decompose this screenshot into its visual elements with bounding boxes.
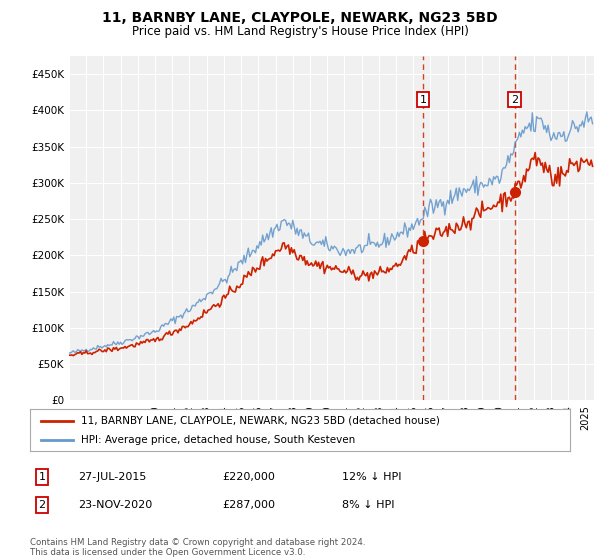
Text: 23-NOV-2020: 23-NOV-2020 <box>78 500 152 510</box>
Text: Price paid vs. HM Land Registry's House Price Index (HPI): Price paid vs. HM Land Registry's House … <box>131 25 469 38</box>
Text: 11, BARNBY LANE, CLAYPOLE, NEWARK, NG23 5BD (detached house): 11, BARNBY LANE, CLAYPOLE, NEWARK, NG23 … <box>82 416 440 426</box>
Text: HPI: Average price, detached house, South Kesteven: HPI: Average price, detached house, Sout… <box>82 435 356 445</box>
Text: £220,000: £220,000 <box>222 472 275 482</box>
Text: 2: 2 <box>38 500 46 510</box>
Text: 12% ↓ HPI: 12% ↓ HPI <box>342 472 401 482</box>
Text: 2: 2 <box>511 95 518 105</box>
Text: 11, BARNBY LANE, CLAYPOLE, NEWARK, NG23 5BD: 11, BARNBY LANE, CLAYPOLE, NEWARK, NG23 … <box>102 11 498 25</box>
Text: £287,000: £287,000 <box>222 500 275 510</box>
Text: Contains HM Land Registry data © Crown copyright and database right 2024.
This d: Contains HM Land Registry data © Crown c… <box>30 538 365 557</box>
Text: 27-JUL-2015: 27-JUL-2015 <box>78 472 146 482</box>
Text: 1: 1 <box>38 472 46 482</box>
Text: 8% ↓ HPI: 8% ↓ HPI <box>342 500 395 510</box>
Text: 1: 1 <box>419 95 427 105</box>
